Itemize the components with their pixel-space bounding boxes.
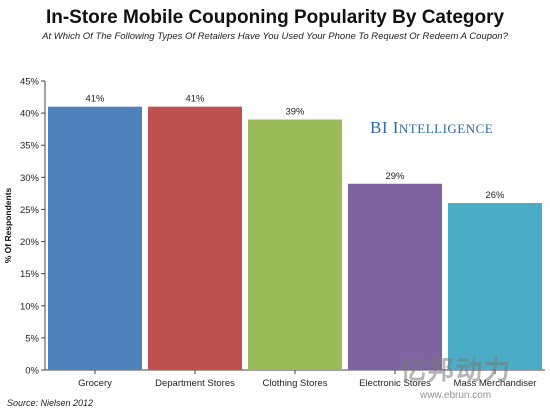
y-tick-label: 0% — [25, 366, 39, 377]
y-tick-label: 5% — [25, 333, 39, 344]
x-tick-label: Department Stores — [155, 378, 235, 389]
ebrun-watermark: 亿邦动力 — [400, 356, 513, 386]
x-tick-label: Grocery — [78, 378, 112, 389]
chart-labels: 41% Grocery 41% Department Stores 39% Clothin… — [78, 94, 536, 389]
y-tick-label: 10% — [20, 301, 40, 312]
chart-bars — [48, 106, 542, 371]
chart-title: In-Store Mobile Couponing Popularity By … — [45, 7, 505, 28]
bar-mass-merchandiser — [448, 203, 542, 370]
y-tick-label: 30% — [20, 173, 40, 184]
y-axis-title: % Of Respondents — [3, 187, 13, 263]
data-label: 29% — [385, 171, 405, 182]
y-tick-label: 35% — [20, 141, 40, 152]
y-tick-label: 25% — [20, 205, 40, 216]
y-tick-label: 15% — [20, 269, 40, 280]
x-tick-label: Clothing Stores — [263, 378, 328, 389]
data-label: 26% — [485, 190, 505, 201]
y-tick-label: 40% — [20, 109, 40, 120]
bi-intelligence-logo: BI INTELLIGENCE — [370, 118, 494, 137]
data-label: 39% — [285, 107, 305, 118]
bar-grocery — [48, 106, 142, 370]
bar-department-stores — [148, 106, 242, 370]
data-label: 41% — [185, 94, 205, 105]
x-tick-label: Electronic Stores — [359, 378, 431, 389]
chart-source: Source: Nielsen 2012 — [7, 398, 94, 408]
ebrun-url-watermark: www.ebrun.com — [420, 390, 492, 401]
y-tick-label: 45% — [20, 77, 40, 88]
data-label: 41% — [85, 94, 105, 105]
y-tick-label: 20% — [20, 237, 40, 248]
chart-subtitle: At Which Of The Following Types Of Retai… — [42, 31, 508, 42]
bar-clothing-stores — [248, 119, 342, 371]
bar-electronic-stores — [348, 183, 442, 370]
x-tick-label: Mass Merchandiser — [454, 378, 537, 389]
